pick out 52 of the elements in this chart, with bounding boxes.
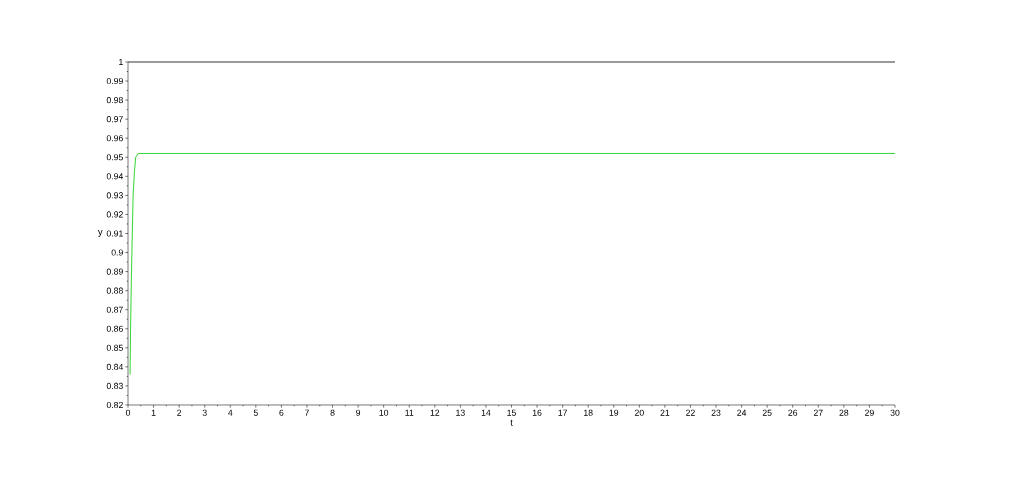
x-tick-label: 14	[481, 409, 491, 416]
y-tick-label: 0.95	[106, 154, 123, 161]
x-tick-label: 7	[305, 409, 309, 416]
y-tick-label: 0.89	[106, 268, 123, 275]
y-tick-label: 0.97	[106, 116, 123, 123]
x-tick-label: 3	[202, 409, 207, 416]
y-tick-label: 0.86	[106, 325, 123, 332]
y-tick-label: 0.82	[106, 401, 123, 409]
x-tick-label: 19	[609, 409, 619, 416]
y-tick-label: 0.96	[106, 135, 123, 142]
y-tick-label: 0.91	[106, 230, 123, 237]
x-tick-label: 10	[379, 409, 389, 416]
x-tick-label: 1	[151, 409, 156, 416]
x-tick-label: 22	[686, 409, 695, 416]
x-axis-title: t	[510, 419, 513, 426]
x-tick-label: 11	[405, 409, 414, 416]
x-tick-label: 8	[330, 409, 335, 416]
x-tick-label: 24	[737, 409, 747, 416]
y-tick-label: 0.85	[106, 344, 123, 351]
y-tick-label: 0.83	[106, 382, 123, 389]
x-tick-label: 0	[125, 409, 131, 416]
x-tick-label: 21	[660, 409, 670, 416]
x-tick-label: 13	[456, 409, 465, 416]
y-tick-label: 0.99	[106, 77, 123, 85]
y-tick-label: 0.98	[106, 97, 123, 104]
y-tick-label: 0.87	[106, 306, 123, 313]
x-tick-label: 2	[177, 409, 182, 416]
y-tick-label: 0.92	[106, 211, 123, 218]
x-tick-label: 23	[711, 409, 721, 416]
x-tick-label: 15	[507, 409, 516, 416]
y-tick-label: 0.88	[106, 287, 123, 294]
y-tick-label: 0.94	[106, 173, 124, 180]
y-tick-label: 0.9	[111, 249, 123, 256]
x-tick-label: 28	[839, 409, 849, 416]
x-tick-label: 26	[788, 409, 798, 416]
y-tick-label: 0.93	[106, 192, 123, 199]
x-tick-label: 5	[253, 409, 258, 416]
x-tick-label: 12	[430, 409, 440, 416]
x-tick-label: 6	[279, 409, 284, 416]
x-tick-label: 20	[634, 409, 644, 416]
x-tick-label: 30	[890, 409, 900, 416]
x-tick-label: 25	[762, 409, 772, 416]
x-tick-label: 29	[865, 409, 874, 416]
x-tick-label: 16	[532, 409, 542, 416]
x-tick-label: 27	[813, 409, 823, 416]
y-tick-label: 0.84	[106, 363, 124, 370]
y-axis-title: y	[97, 230, 103, 237]
y-tick-label: 1	[119, 59, 123, 65]
x-tick-label: 4	[228, 409, 233, 416]
x-tick-label: 9	[356, 409, 361, 416]
x-tick-label: 18	[584, 409, 593, 416]
x-tick-label: 17	[558, 409, 568, 416]
